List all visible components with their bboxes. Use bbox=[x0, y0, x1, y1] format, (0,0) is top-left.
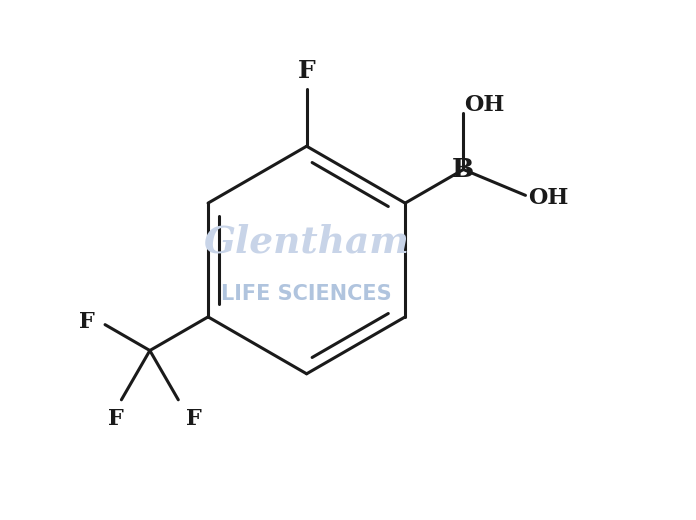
Text: B: B bbox=[452, 157, 475, 182]
Text: F: F bbox=[298, 59, 315, 83]
Text: OH: OH bbox=[464, 94, 505, 116]
Text: OH: OH bbox=[528, 187, 569, 209]
Text: LIFE SCIENCES: LIFE SCIENCES bbox=[221, 283, 392, 304]
Text: F: F bbox=[186, 408, 202, 431]
Text: F: F bbox=[109, 408, 124, 431]
Text: F: F bbox=[79, 311, 95, 333]
Text: Glentham: Glentham bbox=[204, 224, 409, 261]
